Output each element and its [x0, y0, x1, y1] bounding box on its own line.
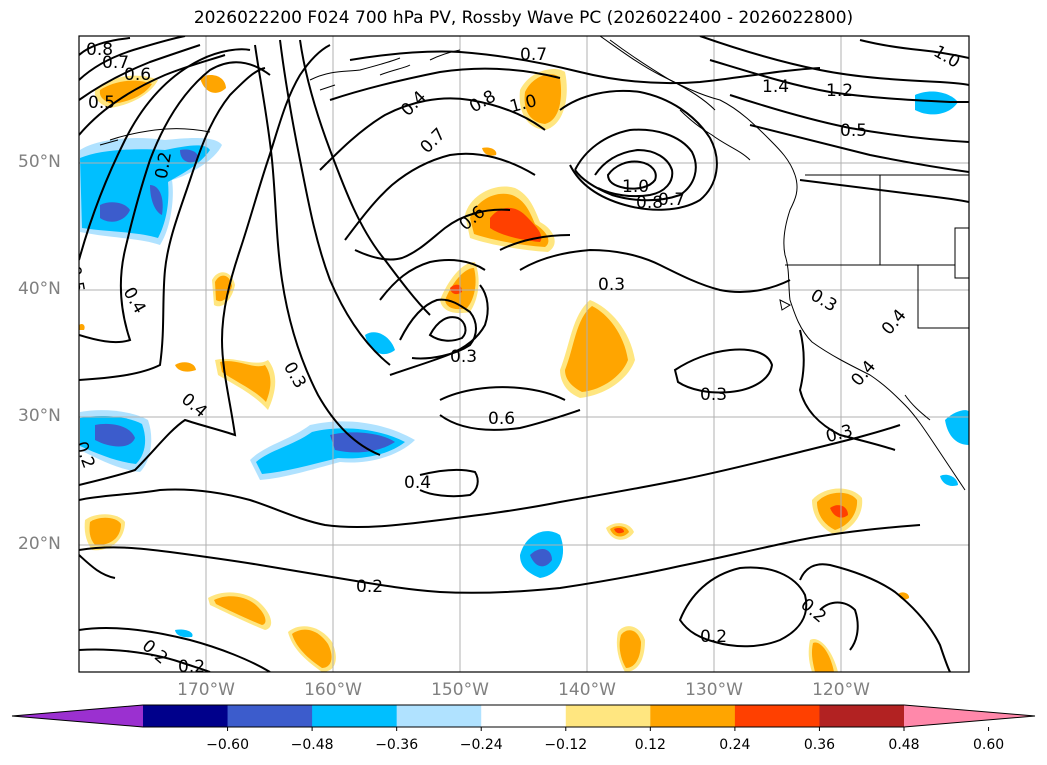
contour-label: 0.2	[152, 150, 176, 180]
contour-label: 0.7	[520, 45, 547, 65]
gridlines	[79, 36, 969, 672]
contour-label: 1.4	[762, 77, 789, 97]
lon-label: 150°W	[431, 680, 489, 700]
colorbar-tick-label: −0.36	[375, 737, 419, 753]
contour-label: 0.7	[102, 53, 129, 73]
colorbar-segment	[734, 705, 820, 727]
colorbar-tick-label: 0.60	[972, 737, 1005, 753]
colorbar-tick-label: 0.24	[719, 737, 751, 753]
contour-label: 1.0	[622, 177, 649, 197]
negative-anomaly-northwest-deep-3	[180, 149, 199, 163]
colorbar-segment	[481, 705, 567, 727]
negative-anomaly-northeast	[915, 91, 958, 115]
negative-anomaly-northwest-deep	[100, 202, 130, 222]
contour-label: 0.2	[356, 577, 383, 597]
positive-anomaly-14n-166w-core	[214, 596, 266, 625]
colorbar-segment	[819, 705, 905, 727]
contour-label: 0.4	[404, 473, 431, 493]
negative-anomaly-west-30n-deep	[95, 423, 135, 447]
coastlines	[99, 36, 969, 491]
lat-label: 30°N	[18, 406, 61, 426]
lon-label: 160°W	[304, 680, 362, 700]
colorbar-segment	[396, 705, 482, 727]
colorbar-tick-label: −0.12	[544, 737, 588, 753]
positive-anomaly-12n-137w-core	[619, 630, 641, 668]
positive-anomaly-12n-160w-core	[292, 629, 332, 668]
lat-label: 50°N	[18, 152, 61, 172]
colorbar-tick-label: 0.48	[888, 737, 920, 753]
colorbar-extend-low	[12, 705, 143, 727]
contour-label: 1.2	[826, 81, 853, 101]
contour-label: 0.5	[840, 121, 867, 141]
positive-anomaly-small-4	[79, 323, 85, 330]
negative-anomaly-east-30n	[945, 410, 969, 445]
positive-anomaly-21n-175w-core	[89, 517, 121, 546]
positive-anomaly-45n-147w-deep	[490, 207, 542, 242]
contour-label: 0.2	[178, 657, 205, 677]
negative-anomaly-central-28n-deep	[330, 432, 395, 453]
lon-label: 130°W	[685, 680, 743, 700]
contour-label: 0.7	[658, 190, 685, 210]
contour-label: 0.2	[700, 627, 727, 647]
contour-label: 0.3	[598, 275, 625, 295]
contour-label: 0.3	[700, 385, 727, 405]
positive-anomaly-58n-143w-core	[524, 74, 562, 124]
positive-anomaly-22n-121w-deep	[830, 505, 848, 518]
colorbar-outline	[11, 704, 1036, 728]
contour-label: 0.5	[88, 93, 115, 113]
contour-label: 0.3	[450, 347, 477, 367]
map-title: 2026022200 F024 700 hPa PV, Rossby Wave …	[193, 8, 854, 28]
colorbar-tick-label: 0.36	[803, 737, 836, 753]
lat-label: 40°N	[18, 279, 61, 299]
pv-contours	[79, 36, 969, 672]
lon-label: 170°W	[177, 680, 235, 700]
colorbar-segment	[143, 705, 229, 727]
colorbar-tick-label: −0.48	[290, 737, 334, 753]
positive-anomaly-35n-138w-core	[565, 306, 628, 392]
positive-anomaly-40n-149w-deep	[450, 284, 462, 295]
negative-anomaly-19n-143w-deep	[530, 548, 552, 567]
positive-anomaly-33n-172w	[175, 362, 196, 372]
lat-label: 20°N	[18, 534, 61, 554]
map-frame	[78, 35, 970, 673]
colorbar-extend-high	[904, 705, 1035, 727]
contour-label: 0.6	[124, 65, 151, 85]
contour-label: 0.8	[636, 193, 663, 213]
negative-anomaly-east-25n	[940, 474, 958, 486]
colorbar-segment	[650, 705, 736, 727]
colorbar-tick-label: 0.12	[634, 737, 666, 753]
positive-anomaly-12n-121w-core	[811, 642, 834, 672]
positive-anomaly-33n-166w-core	[220, 361, 271, 402]
contour-label: 0.5	[63, 264, 87, 294]
positive-anomaly-21n-137w-deep	[614, 528, 624, 534]
lon-label: 140°W	[558, 680, 616, 700]
map-area: 0.8 0.7 0.6 0.5 0.2 0.5 0.4 0.4 0.3 0.4 …	[63, 36, 969, 677]
lon-label: 120°W	[812, 680, 870, 700]
colorbar-segment	[227, 705, 313, 727]
colorbar-segment	[565, 705, 651, 727]
colorbar-tick-label: −0.60	[206, 737, 249, 753]
colorbar-tick-label: −0.24	[459, 737, 503, 753]
contour-label: 0.8	[86, 40, 113, 60]
shaded-anomalies	[79, 69, 969, 672]
positive-anomaly-small-3	[482, 147, 497, 156]
colorbar-segment	[312, 705, 398, 727]
contour-label: 0.6	[488, 409, 515, 429]
colorbar	[11, 704, 1036, 731]
negative-anomaly-small-1	[175, 629, 193, 638]
negative-anomaly-northwest-deep-2	[150, 185, 163, 215]
